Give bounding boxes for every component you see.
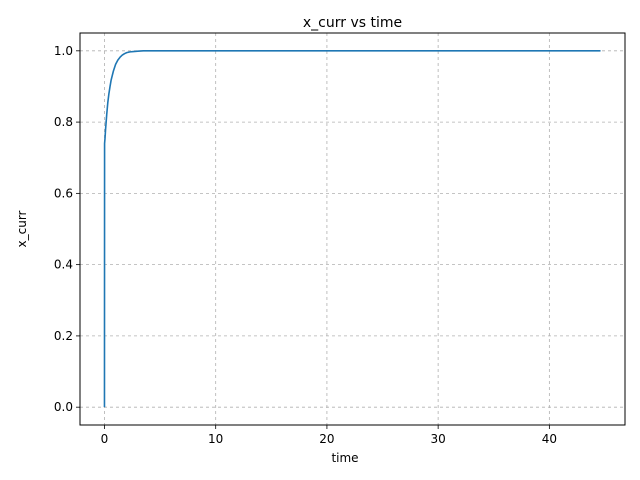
y-tick-label: 0.0 xyxy=(54,400,73,414)
x-tick-label: 20 xyxy=(319,432,334,446)
series-line xyxy=(103,50,601,408)
y-tick-label: 0.6 xyxy=(54,186,73,200)
series-layer xyxy=(103,50,601,408)
x-axis-label: time xyxy=(331,451,358,465)
x-tick-label: 30 xyxy=(431,432,446,446)
y-axis-label: x_curr xyxy=(15,210,29,247)
y-tick-label: 1.0 xyxy=(54,44,73,58)
plot-area-frame xyxy=(79,32,626,426)
x-tick-label: 10 xyxy=(208,432,223,446)
y-tick-label: 0.2 xyxy=(54,329,73,343)
x-tick-label: 0 xyxy=(101,432,109,446)
y-tick-label: 0.4 xyxy=(54,258,73,272)
x-axis: 0 10 20 30 40 xyxy=(101,425,557,446)
x-tick-label: 40 xyxy=(542,432,557,446)
y-tick-label: 0.8 xyxy=(54,115,73,129)
chart-title: x_curr vs time xyxy=(303,15,402,31)
y-axis: 0.0 0.2 0.4 0.6 0.8 1.0 xyxy=(54,44,80,414)
